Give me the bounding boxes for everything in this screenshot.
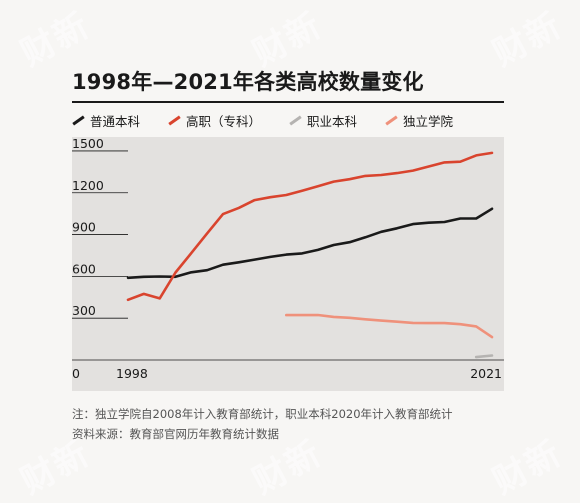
title-rule xyxy=(72,101,504,103)
plot-background xyxy=(72,137,504,391)
legend-item-vocational-college: 高职（专科） xyxy=(168,111,261,130)
y-tick-label-1200: 1200 xyxy=(72,178,104,193)
legend: 普通本科 高职（专科） 职业本科 独立学院 xyxy=(72,111,512,129)
y-tick-label-900: 900 xyxy=(72,220,96,235)
series-line-0 xyxy=(126,207,494,280)
footnote-line-1: 注：独立学院自2008年计入教育部统计，职业本科2020年计入教育部统计 xyxy=(72,407,453,421)
legend-label-vocational-undergrad: 职业本科 xyxy=(307,113,358,129)
x-tick-label-end: 2021 xyxy=(470,366,502,381)
y-tick-label-0: 0 xyxy=(72,366,80,381)
legend-label-regular-undergrad: 普通本科 xyxy=(90,113,141,129)
y-tick-label-1500: 1500 xyxy=(72,136,104,151)
legend-item-regular-undergrad: 普通本科 xyxy=(72,111,140,130)
series-line-2 xyxy=(474,354,494,359)
legend-label-vocational-college: 高职（专科） xyxy=(186,113,262,129)
chart-title: 1998年—2021年各类高校数量变化 xyxy=(72,70,424,94)
y-tick-label-300: 300 xyxy=(72,303,96,318)
series-lines xyxy=(126,151,494,359)
legend-label-independent-college: 独立学院 xyxy=(403,113,454,129)
series-line-3 xyxy=(284,313,494,339)
footnote: 注：独立学院自2008年计入教育部统计，职业本科2020年计入教育部统计 资料来… xyxy=(72,404,453,444)
tick-labels: 0 300 600 900 1200 1500 1998 2021 xyxy=(72,136,502,381)
x-tick-label-start: 1998 xyxy=(116,366,148,381)
y-tick-label-600: 600 xyxy=(72,261,96,276)
gridlines xyxy=(72,150,504,361)
footnote-line-2: 资料来源：教育部官网历年教育统计数据 xyxy=(72,427,279,441)
legend-item-independent-college: 独立学院 xyxy=(385,111,453,130)
series-line-1 xyxy=(126,151,494,302)
legend-item-vocational-undergrad: 职业本科 xyxy=(289,111,357,130)
